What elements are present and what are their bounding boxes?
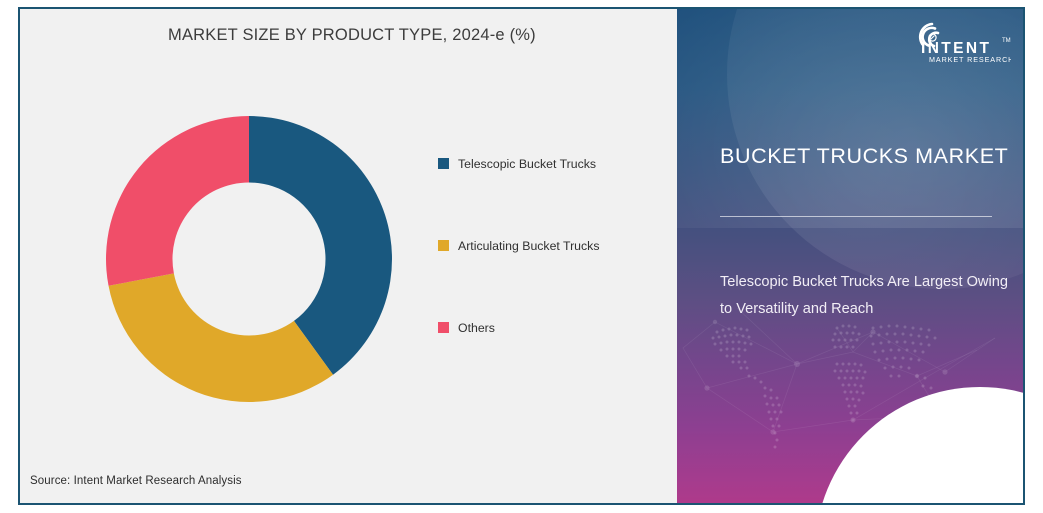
banner-background — [677, 9, 1023, 503]
legend-label-others: Others — [458, 320, 495, 335]
legend-swatch-articulating-icon — [438, 239, 449, 251]
logo-slash-icon — [930, 35, 935, 40]
chart-legend: Telescopic Bucket Trucks Articulating Bu… — [438, 155, 638, 339]
logo-tagline: MARKET RESEARCH — [929, 55, 1011, 64]
legend-item-articulating-bucket-trucks[interactable]: Articulating Bucket Trucks — [438, 237, 638, 257]
chart-title: MARKET SIZE BY PRODUCT TYPE, 2024-e (%) — [168, 26, 536, 44]
logo-trademark: TM — [1002, 38, 1011, 44]
banner-divider — [720, 216, 992, 217]
banner-title: BUCKET TRUCKS MARKET — [720, 144, 1009, 168]
legend-swatch-telescopic-icon — [438, 158, 449, 169]
donut-chart — [104, 114, 394, 404]
intent-market-research-logo[interactable]: INTENT TM MARKET RESEARCH — [907, 17, 1011, 65]
donut-slice[interactable] — [108, 273, 334, 402]
legend-label-telescopic: Telescopic Bucket Trucks — [458, 157, 597, 171]
legend-item-others[interactable]: Others — [438, 319, 638, 339]
legend-swatch-others-icon — [438, 321, 449, 333]
chart-pane: MARKET SIZE BY PRODUCT TYPE, 2024-e (%) … — [20, 9, 677, 503]
logo-wordmark: INTENT — [921, 40, 991, 57]
donut-chart-svg — [105, 116, 392, 402]
legend-label-articulating: Articulating Bucket Trucks — [458, 238, 600, 253]
infographic-card: MARKET SIZE BY PRODUCT TYPE, 2024-e (%) … — [18, 7, 1025, 505]
source-note: Source: Intent Market Research Analysis — [30, 475, 242, 487]
donut-slice[interactable] — [105, 116, 249, 286]
logo-dot-icon — [928, 33, 937, 42]
donut-slice[interactable] — [249, 116, 392, 375]
banner-subtitle: Telescopic Bucket Trucks Are Largest Owi… — [720, 274, 1008, 317]
banner-pane: INTENT TM MARKET RESEARCH BUCKET TRUCKS … — [677, 9, 1023, 503]
legend-item-telescopic-bucket-trucks[interactable]: Telescopic Bucket Trucks — [438, 155, 638, 175]
